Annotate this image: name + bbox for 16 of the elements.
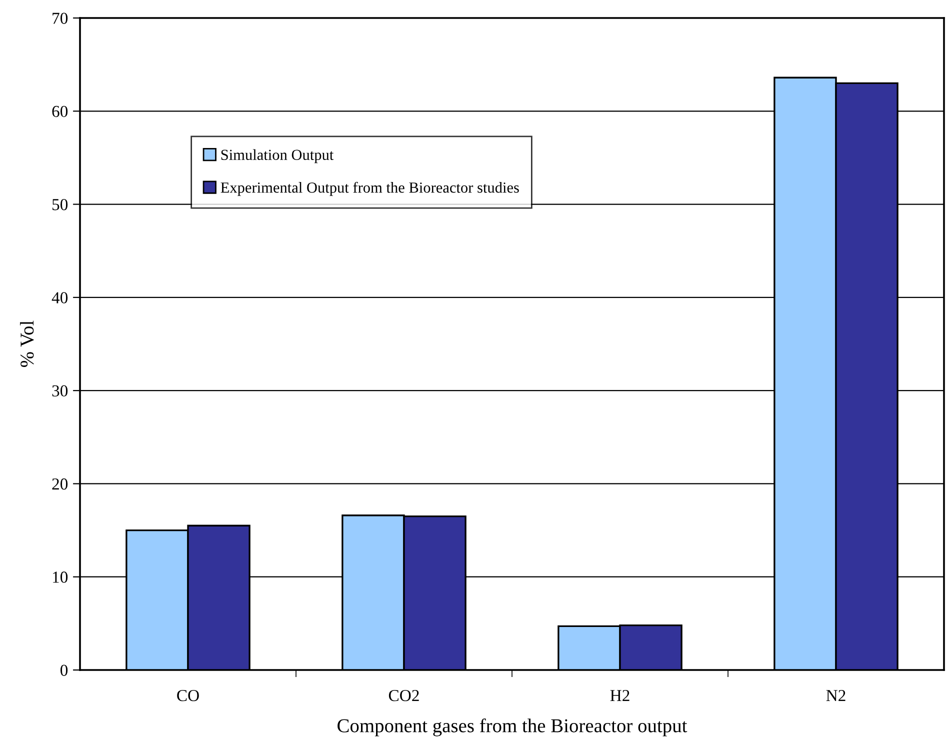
legend-label: Simulation Output: [221, 149, 334, 164]
x-tick-label: CO: [177, 690, 199, 702]
x-tick-label: CO2: [388, 690, 419, 702]
y-tick-label: 30: [52, 385, 68, 397]
y-tick-label: 0: [60, 664, 68, 676]
y-tick-label: 70: [52, 12, 68, 24]
x-tick-label: N2: [826, 690, 846, 702]
y-tick-label: 20: [52, 478, 68, 490]
y-axis-title: % Vol: [20, 320, 34, 368]
y-tick-label: 40: [52, 292, 68, 304]
x-tick-label: H2: [610, 690, 630, 702]
y-tick-label: 50: [52, 198, 68, 210]
legend-label: Experimental Output from the Bioreactor studies: [220, 182, 519, 196]
y-tick-label: 60: [52, 106, 68, 118]
y-tick-label: 10: [52, 572, 68, 583]
x-axis-title: Component gases from the Bioreactor output: [338, 718, 688, 736]
